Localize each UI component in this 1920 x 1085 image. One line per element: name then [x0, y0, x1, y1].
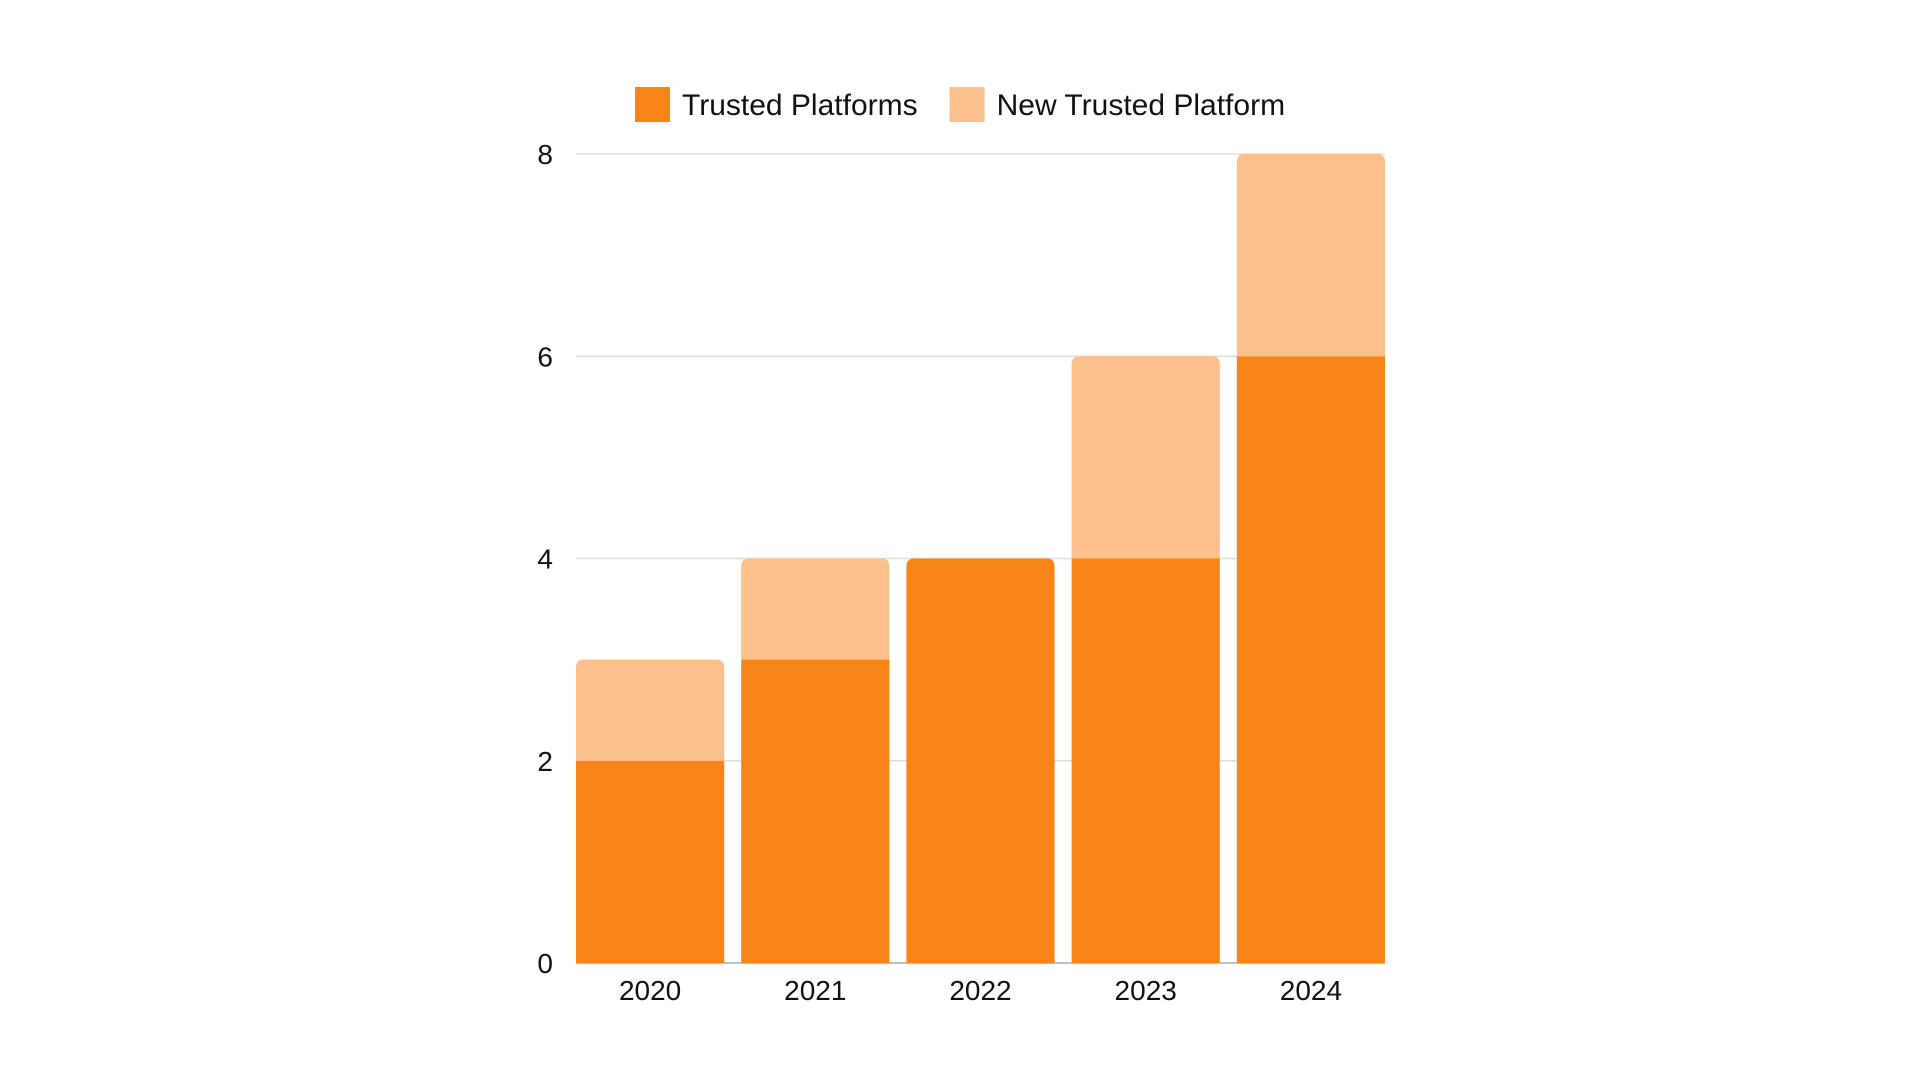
- y-tick-label: 8: [537, 139, 553, 170]
- y-tick-label: 2: [537, 746, 553, 777]
- y-tick-label: 6: [537, 341, 553, 372]
- legend-label: Trusted Platforms: [682, 89, 918, 122]
- x-tick-label: 2021: [784, 975, 846, 1006]
- bar-2020-series-1: [576, 760, 725, 963]
- y-tick-label: 4: [537, 544, 553, 575]
- legend-label: New Trusted Platform: [997, 89, 1285, 122]
- bar-2021-series-2: [741, 558, 890, 660]
- bar-2024-series-1: [1236, 356, 1385, 963]
- x-tick-label: 2020: [619, 975, 681, 1006]
- bar-2023-series-1: [1071, 558, 1220, 963]
- bar-2021-series-1: [741, 659, 890, 963]
- legend-swatch: [635, 87, 670, 122]
- bar-2022-series-1: [906, 558, 1055, 963]
- x-tick-label: 2022: [949, 975, 1011, 1006]
- bar-2020-series-2: [576, 659, 725, 761]
- bar-2024-series-2: [1236, 154, 1385, 357]
- x-tick-label: 2024: [1280, 975, 1342, 1006]
- legend-swatch: [949, 87, 985, 122]
- y-tick-label: 0: [537, 948, 553, 979]
- x-tick-label: 2023: [1115, 975, 1177, 1006]
- bar-2023-series-2: [1071, 356, 1220, 559]
